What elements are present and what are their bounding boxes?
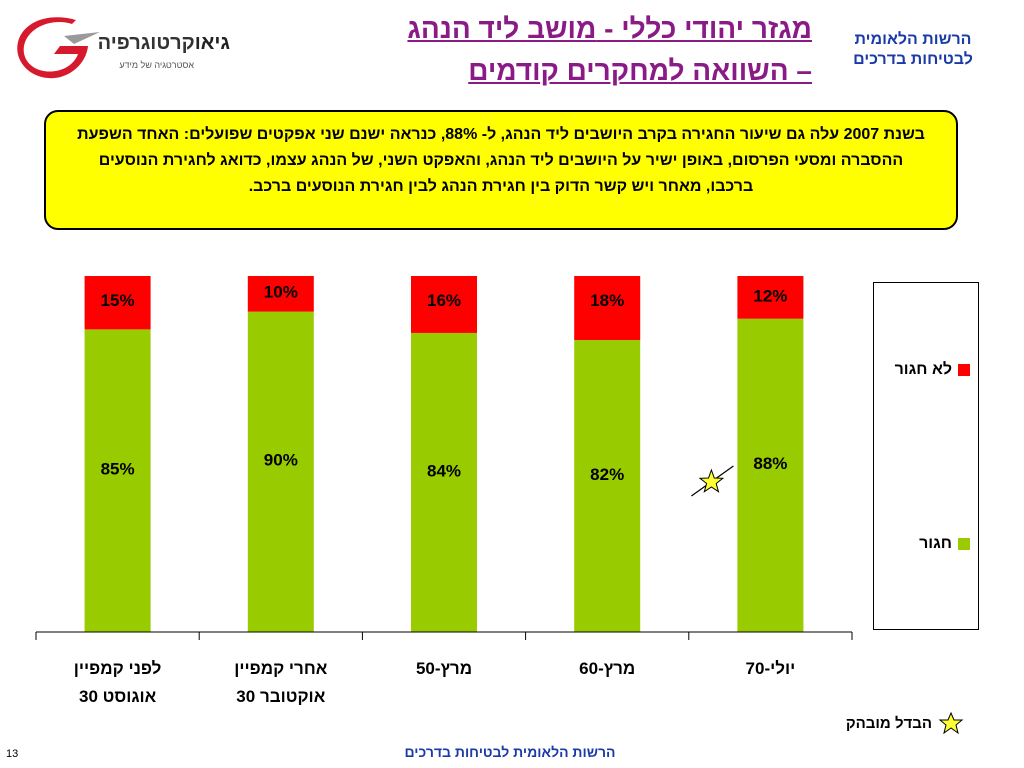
chart-legend: לא חגור חגור [873,282,979,630]
category-label-4-0: יולי-70 [746,659,796,678]
bar-not-belted-3 [574,276,641,341]
data-label-not-belted-1: 10% [264,282,298,301]
logo: גיאוקרטוגרפיה אסטרטגיה של מידע [14,14,234,82]
legend-swatch-green [958,538,970,550]
category-label-3-0: מרץ-60 [579,659,635,678]
note-box: בשנת 2007 עלה גם שיעור החגירה בקרב היושב… [44,110,958,230]
legend-item-belted: חגור [919,535,970,553]
legend-label-not-belted: לא חגור [894,361,952,378]
stacked-bar-chart: 85% 15% לפני קמפיין אוגוסט 30 90% 10% אחרי קמפ… [35,276,853,706]
category-label-1-1: אוקטובר 30 [236,687,325,706]
org-name: הרשות הלאומית לבטיחות בדרכים [853,31,973,68]
page-number: 13 [6,748,19,760]
data-label-belted-0: 85% [101,460,135,479]
significance-note: הבדל מובהק [846,712,964,734]
logo-brand: גיאוקרטוגרפיה [97,32,230,54]
legend-label-belted: חגור [919,535,952,552]
star-icon [938,712,964,734]
legend-item-not-belted: לא חגור [895,361,970,379]
data-label-not-belted-4: 12% [753,287,787,306]
bar-belted-3 [574,340,641,632]
page-title: מגזר יהודי כללי - מושב ליד הנהג – השוואה… [300,8,812,92]
title-line1-part2: מושב ליד הנהג [407,13,597,44]
bar-not-belted-0 [84,276,151,330]
category-label-2-0: מרץ-50 [416,659,472,678]
legend-swatch-red [958,364,970,376]
bar-belted-1 [247,311,314,632]
data-label-belted-1: 90% [264,450,298,469]
bar-not-belted-1 [247,276,314,312]
logo-tagline: אסטרטגיה של מידע [119,60,194,70]
bar-not-belted-4 [737,276,804,319]
logo-mark-icon [17,17,100,79]
title-line1-part1: מגזר יהודי כללי - [596,13,812,44]
title-line2: – השוואה למחקרים קודמים [468,55,812,86]
bar-belted-4 [737,318,804,632]
data-label-belted-4: 88% [753,454,787,473]
bar-belted-0 [84,329,151,632]
footer-text: הרשות הלאומית לבטיחות בדרכים [404,744,616,760]
data-label-belted-2: 84% [427,461,461,480]
significance-star-icon [698,468,725,493]
significance-note-text: הבדל מובהק [845,714,932,732]
data-label-belted-3: 82% [590,465,624,484]
data-label-not-belted-3: 18% [590,291,624,310]
bar-belted-2 [411,332,477,632]
data-label-not-belted-0: 15% [101,291,135,310]
category-label-1-0: אחרי קמפיין [234,659,327,678]
data-label-not-belted-2: 16% [427,291,461,310]
bar-not-belted-2 [411,276,477,333]
category-label-0-1: אוגוסט 30 [79,687,157,706]
category-label-0-0: לפני קמפיין [74,659,162,678]
